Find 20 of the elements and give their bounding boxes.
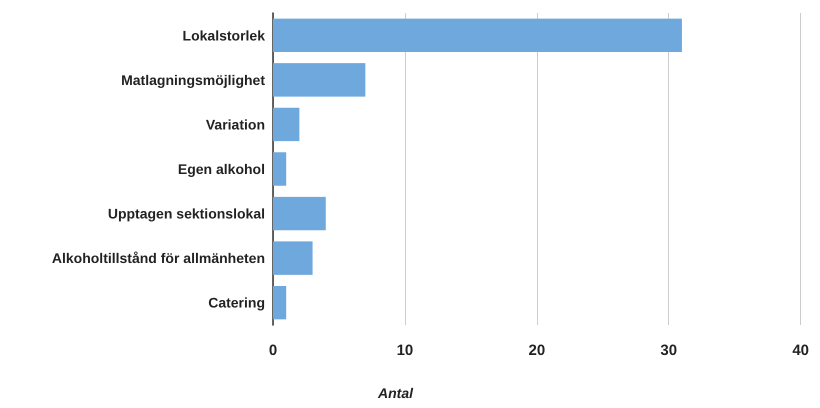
x-tick-label: 0 xyxy=(268,342,278,359)
x-axis-title: Antal xyxy=(377,385,414,401)
bar xyxy=(273,241,313,275)
y-tick-label: Lokalstorlek xyxy=(182,27,266,44)
y-tick-label: Catering xyxy=(208,294,265,311)
bar xyxy=(273,286,286,320)
bar xyxy=(273,63,366,97)
x-tick-label: 10 xyxy=(396,342,414,359)
y-tick-label: Egen alkohol xyxy=(178,161,265,177)
y-tick-label: Upptagen sektionslokal xyxy=(108,206,265,222)
y-tick-label: Alkoholtillstånd för allmänheten xyxy=(52,250,265,266)
bar xyxy=(273,152,286,186)
y-tick-label: Matlagningsmöjlighet xyxy=(121,72,266,88)
bar xyxy=(273,108,300,142)
bar xyxy=(273,18,682,52)
y-tick-label: Variation xyxy=(206,116,265,132)
x-tick-label: 40 xyxy=(792,342,809,359)
x-tick-label: 20 xyxy=(528,342,546,359)
bar xyxy=(273,196,326,230)
x-tick-label: 30 xyxy=(660,342,678,359)
